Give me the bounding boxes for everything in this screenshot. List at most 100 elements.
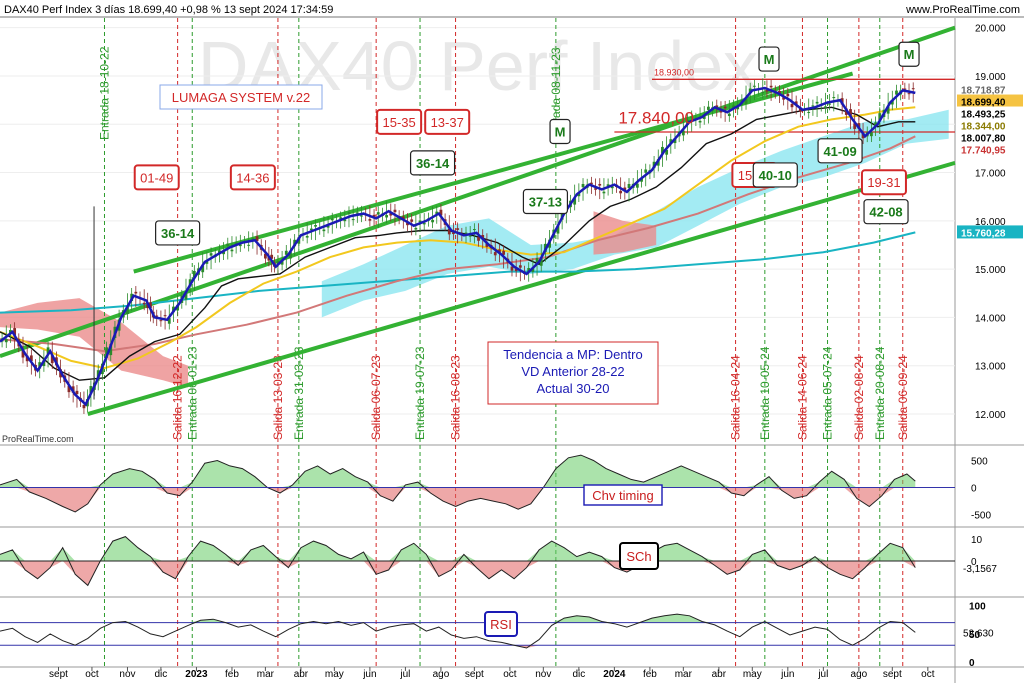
rsi-label: RSI <box>490 617 512 632</box>
price-tag: 18.493,25 <box>961 110 1006 121</box>
candle-body <box>790 103 794 108</box>
chv-fill-down <box>0 487 916 512</box>
annotation-box <box>898 41 920 67</box>
candle-body <box>134 291 138 294</box>
candle-body <box>782 97 786 100</box>
signal-label-entrada: Entrada 19-07-23 <box>413 346 427 440</box>
annotation-label: 42-08 <box>869 205 902 220</box>
trend-box-line: VD Anterior 28-22 <box>521 364 624 379</box>
price-tag-bg <box>957 82 1023 96</box>
candle-body <box>644 169 648 173</box>
candle-body <box>498 249 501 253</box>
candle-body <box>577 192 581 197</box>
candle-body <box>715 105 719 108</box>
annotation-label: 13-37 <box>431 115 464 130</box>
trend-box-line: Tendencia a MP: Dentro <box>503 347 642 362</box>
sch-fill-down <box>0 561 916 586</box>
annotation-label: 36-14 <box>161 226 195 241</box>
x-tick-label: abr <box>712 669 727 680</box>
x-tick-label: ago <box>433 669 450 680</box>
candle-body <box>598 183 602 186</box>
annotation-box <box>409 150 456 176</box>
candle-body <box>447 228 451 235</box>
price-tag-bg <box>957 94 1023 108</box>
candle-body <box>556 225 560 234</box>
candle-body <box>326 225 330 228</box>
candle-body <box>163 315 167 317</box>
candle-body <box>673 138 677 144</box>
annotation-box <box>133 164 180 191</box>
chv-tick-label: 500 <box>971 457 988 468</box>
candle-body <box>890 100 894 105</box>
candle-body <box>573 198 577 205</box>
candle-body <box>167 318 171 324</box>
y-tick-label: 15.000 <box>975 265 1006 276</box>
candle-body <box>105 347 108 358</box>
candle-body <box>665 149 669 155</box>
candle-body <box>322 229 326 232</box>
price-level-label: 17.840,00 <box>618 108 694 127</box>
x-tick-label: nov <box>119 669 135 680</box>
candle-body <box>832 97 836 99</box>
annotation-box <box>549 118 571 145</box>
candle-body <box>874 122 877 127</box>
x-tick-label: sept <box>49 669 68 680</box>
price-tag-bg <box>957 130 1023 144</box>
candle-body <box>669 139 673 145</box>
signal-label-salida: Salida 02-08-24 <box>852 355 866 440</box>
signal-label-entrada: Entrada 18-10-22 <box>97 46 111 140</box>
x-tick-label: nov <box>535 669 551 680</box>
candle-body <box>439 209 443 216</box>
candle-body <box>9 329 12 334</box>
candle-body <box>903 88 907 90</box>
annotation-box <box>860 169 907 196</box>
candle-body <box>502 250 506 255</box>
candle-body <box>752 85 756 87</box>
annotation-label: M <box>555 124 566 139</box>
candle-body <box>702 115 706 119</box>
candle-body <box>209 253 213 256</box>
candle-body <box>886 106 890 114</box>
rsi-tick-label: 100 <box>969 602 986 613</box>
candle-body <box>464 232 468 234</box>
rsi-fill-up <box>0 614 916 623</box>
signal-label-salida: Salida 06-07-23 <box>369 355 383 440</box>
candle-body <box>765 89 769 92</box>
x-tick-label: oct <box>503 669 517 680</box>
rsi-tick-label: 0 <box>969 658 975 669</box>
x-tick-label: jun <box>780 669 794 680</box>
chv-label: Chv timing <box>592 488 653 503</box>
annotation-label: 40-10 <box>759 168 792 183</box>
candle-body <box>46 347 50 354</box>
candle-body <box>824 106 827 108</box>
candle-body <box>376 212 380 215</box>
candle-body <box>895 90 898 95</box>
annotation-box <box>424 108 471 135</box>
system-label-box <box>159 84 323 110</box>
x-tick-label: oct <box>921 669 935 680</box>
x-tick-label: 2023 <box>185 669 208 680</box>
x-tick-label: 2024 <box>603 669 626 680</box>
price-tag: 18.007,80 <box>961 134 1006 145</box>
candle-body <box>347 212 351 214</box>
candle-body <box>431 219 434 223</box>
candle-body <box>418 220 422 223</box>
candle-body <box>385 215 388 218</box>
candle-body <box>518 265 522 268</box>
y-tick-label: 17.000 <box>975 169 1006 180</box>
sch-current-value: -3,1567 <box>963 564 997 575</box>
candle-body <box>539 257 543 266</box>
trend-box-line: Actual 30-20 <box>537 381 610 396</box>
rsi-line <box>0 613 916 649</box>
candle-body <box>276 260 280 265</box>
candle-body <box>422 222 426 225</box>
trend-channel-line <box>0 25 956 358</box>
candle-body <box>623 187 627 190</box>
annotation-box <box>758 46 780 72</box>
candle-body <box>723 106 727 109</box>
candle-body <box>911 88 915 90</box>
trend-box <box>487 341 659 405</box>
x-tick-label: feb <box>225 669 239 680</box>
candle-body <box>263 253 267 259</box>
